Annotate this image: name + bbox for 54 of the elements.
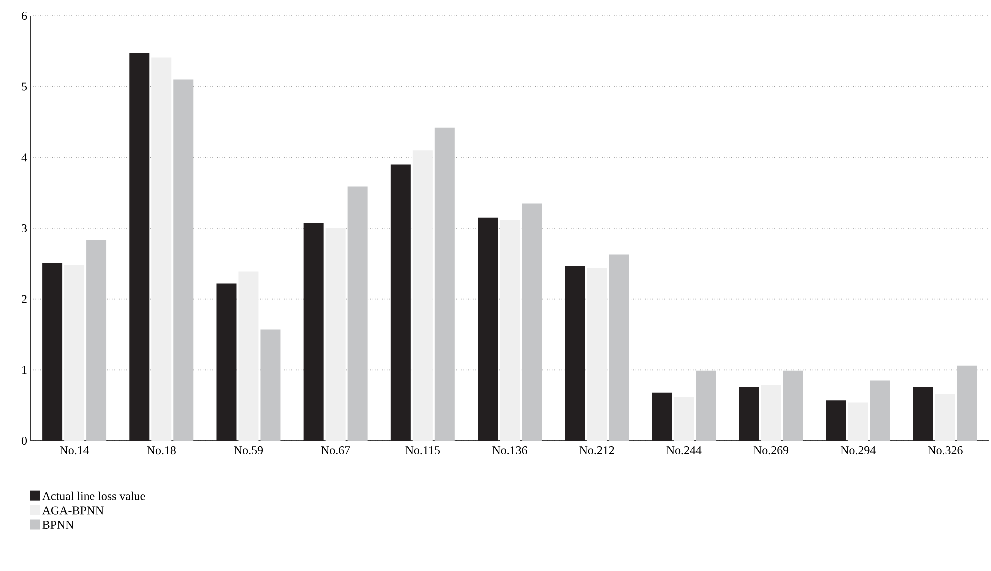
x-tick-label: No.14 bbox=[60, 446, 90, 455]
x-tick-label: No.115 bbox=[406, 446, 440, 455]
bar bbox=[957, 366, 978, 441]
y-tick-label: 0 bbox=[22, 436, 28, 446]
x-tick-label: No.67 bbox=[321, 446, 350, 455]
x-tick-label: No.136 bbox=[492, 446, 528, 455]
x-tick-label: No.244 bbox=[666, 446, 702, 455]
bar bbox=[783, 370, 804, 441]
bar bbox=[587, 268, 608, 441]
x-tick-label: No.294 bbox=[840, 446, 876, 455]
bar bbox=[174, 80, 194, 441]
x-tick-label: No.326 bbox=[928, 446, 963, 455]
bar bbox=[238, 272, 259, 441]
bar bbox=[761, 385, 782, 441]
bar bbox=[412, 150, 433, 441]
bar bbox=[86, 240, 107, 441]
bar bbox=[326, 228, 346, 441]
bar bbox=[826, 400, 846, 441]
y-tick-label: 1 bbox=[22, 366, 27, 374]
bar bbox=[935, 394, 956, 441]
legend-label: AGA-BPNN bbox=[42, 506, 104, 515]
bar bbox=[64, 265, 85, 441]
bar bbox=[260, 330, 281, 441]
x-tick-label: No.212 bbox=[580, 446, 614, 455]
bar bbox=[216, 284, 237, 441]
bar bbox=[609, 254, 630, 441]
bar bbox=[674, 397, 694, 441]
bar bbox=[652, 392, 672, 441]
bar bbox=[390, 164, 411, 441]
y-tick-label: 6 bbox=[22, 12, 28, 20]
bar bbox=[848, 402, 868, 441]
legend-label: BPNN bbox=[42, 521, 74, 529]
bar bbox=[42, 263, 63, 441]
bar bbox=[304, 224, 324, 441]
y-tick-label: 3 bbox=[22, 224, 28, 233]
x-tick-label: No.59 bbox=[234, 446, 264, 455]
bar bbox=[913, 387, 934, 441]
y-tick-label: 4 bbox=[22, 154, 28, 162]
bar bbox=[565, 266, 586, 441]
legend-label: Actual line loss value bbox=[42, 492, 146, 500]
bar bbox=[348, 186, 368, 441]
bar bbox=[130, 54, 150, 441]
bar bbox=[870, 380, 890, 441]
x-tick-label: No.18 bbox=[147, 446, 176, 455]
y-tick-label: 5 bbox=[22, 82, 28, 91]
bar bbox=[739, 387, 760, 441]
bar bbox=[152, 58, 172, 441]
x-tick-label: No.269 bbox=[754, 446, 789, 455]
y-tick-label: 2 bbox=[22, 295, 27, 304]
bar bbox=[522, 204, 542, 441]
bar bbox=[696, 370, 716, 441]
bar bbox=[434, 128, 455, 441]
bar bbox=[500, 220, 520, 441]
bar bbox=[478, 218, 498, 441]
